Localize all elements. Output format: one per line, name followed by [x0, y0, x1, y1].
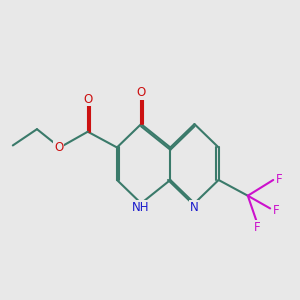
Text: F: F: [275, 173, 282, 187]
Text: O: O: [83, 93, 92, 106]
Text: N: N: [190, 201, 199, 214]
Text: NH: NH: [132, 201, 150, 214]
Text: F: F: [272, 205, 279, 218]
Text: O: O: [136, 86, 146, 99]
Text: O: O: [54, 141, 63, 154]
Text: F: F: [254, 221, 260, 234]
